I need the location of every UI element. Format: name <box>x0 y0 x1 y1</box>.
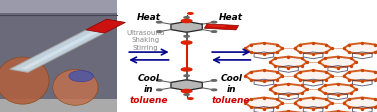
Polygon shape <box>344 98 377 109</box>
Text: Ultrasound
Shaking
Stirring: Ultrasound Shaking Stirring <box>126 30 164 51</box>
Polygon shape <box>171 80 202 90</box>
Polygon shape <box>294 70 332 81</box>
Polygon shape <box>204 24 239 30</box>
Polygon shape <box>10 28 107 72</box>
Polygon shape <box>270 57 307 68</box>
Circle shape <box>184 94 189 95</box>
Circle shape <box>184 36 189 37</box>
Text: in: in <box>144 85 154 94</box>
Bar <box>0 0 117 112</box>
Circle shape <box>211 89 217 91</box>
Bar <box>0 0 117 13</box>
Circle shape <box>211 21 217 23</box>
Text: Cool: Cool <box>138 74 160 83</box>
Circle shape <box>181 68 192 71</box>
Circle shape <box>188 13 193 14</box>
Circle shape <box>156 21 162 23</box>
Circle shape <box>181 89 192 93</box>
Bar <box>256 0 377 112</box>
Circle shape <box>211 80 217 81</box>
Bar <box>117 0 256 112</box>
Circle shape <box>184 17 189 18</box>
Text: Cool: Cool <box>220 74 242 83</box>
Ellipse shape <box>0 57 49 104</box>
Ellipse shape <box>53 69 98 105</box>
Polygon shape <box>319 111 356 112</box>
Circle shape <box>211 31 217 32</box>
Polygon shape <box>319 84 356 95</box>
Polygon shape <box>344 70 377 81</box>
Polygon shape <box>245 70 282 81</box>
Text: Heat: Heat <box>137 13 161 22</box>
Text: toluene: toluene <box>212 96 251 105</box>
Polygon shape <box>270 111 307 112</box>
Circle shape <box>188 98 193 99</box>
Circle shape <box>156 80 162 81</box>
Bar <box>0 99 117 112</box>
Text: toluene: toluene <box>130 96 168 105</box>
Polygon shape <box>21 32 98 69</box>
Polygon shape <box>245 43 282 54</box>
Text: in: in <box>227 85 236 94</box>
Text: Heat: Heat <box>219 13 243 22</box>
Polygon shape <box>344 43 377 54</box>
Circle shape <box>184 75 189 76</box>
Polygon shape <box>245 98 282 109</box>
Polygon shape <box>270 84 307 95</box>
Polygon shape <box>294 43 332 54</box>
Polygon shape <box>171 22 202 32</box>
Circle shape <box>181 41 192 44</box>
Circle shape <box>156 89 162 91</box>
Circle shape <box>156 31 162 32</box>
Polygon shape <box>208 25 225 27</box>
Ellipse shape <box>69 71 93 82</box>
Polygon shape <box>86 19 126 33</box>
Polygon shape <box>319 57 356 68</box>
Circle shape <box>181 19 192 23</box>
Polygon shape <box>294 98 332 109</box>
